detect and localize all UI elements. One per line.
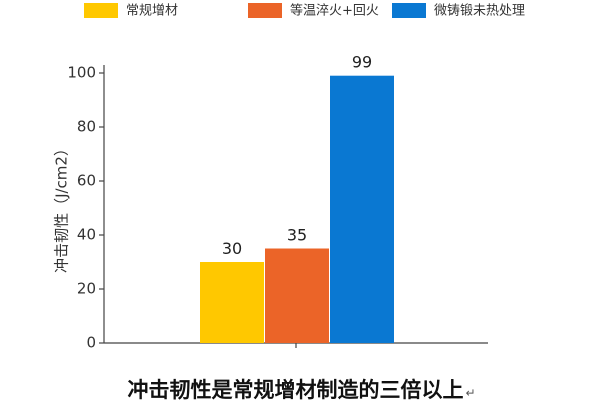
bar-1	[200, 262, 264, 343]
legend-swatch-1	[84, 3, 118, 18]
legend-label-3: 微铸锻未热处理	[434, 3, 525, 19]
bar-3	[330, 75, 394, 343]
y-tick-label: 40	[77, 226, 96, 244]
data-label-1: 30	[222, 239, 242, 258]
legend: 常规增材 等温淬火+回火 微铸锻未热处理	[84, 3, 525, 19]
caption-text: 冲击韧性是常规增材制造的三倍以上	[127, 378, 464, 402]
legend-label-2: 等温淬火+回火	[290, 3, 379, 19]
y-axis: 0 20 40 60 80 100	[67, 64, 488, 352]
y-axis-title: 冲击韧性（J/cm2）	[53, 141, 71, 273]
y-tick-label: 80	[77, 118, 96, 136]
legend-label-1: 常规增材	[126, 4, 178, 19]
y-tick-label: 100	[67, 64, 96, 82]
caption: 冲击韧性是常规增材制造的三倍以上 ↵	[0, 374, 603, 404]
y-tick-label: 20	[77, 280, 96, 298]
legend-swatch-3	[392, 3, 426, 18]
y-tick-label: 0	[86, 334, 96, 352]
paragraph-mark-icon: ↵	[465, 386, 476, 400]
bars	[200, 75, 394, 343]
legend-swatch-2	[248, 3, 282, 18]
bar-2	[265, 248, 329, 343]
data-labels: 30 35 99	[222, 53, 372, 258]
data-label-3: 99	[352, 53, 372, 72]
data-label-2: 35	[287, 226, 307, 245]
y-tick-label: 60	[77, 172, 96, 190]
bar-chart: 常规增材 等温淬火+回火 微铸锻未热处理 冲击韧性（J/cm2） 0 20 40 60 80…	[53, 3, 526, 352]
